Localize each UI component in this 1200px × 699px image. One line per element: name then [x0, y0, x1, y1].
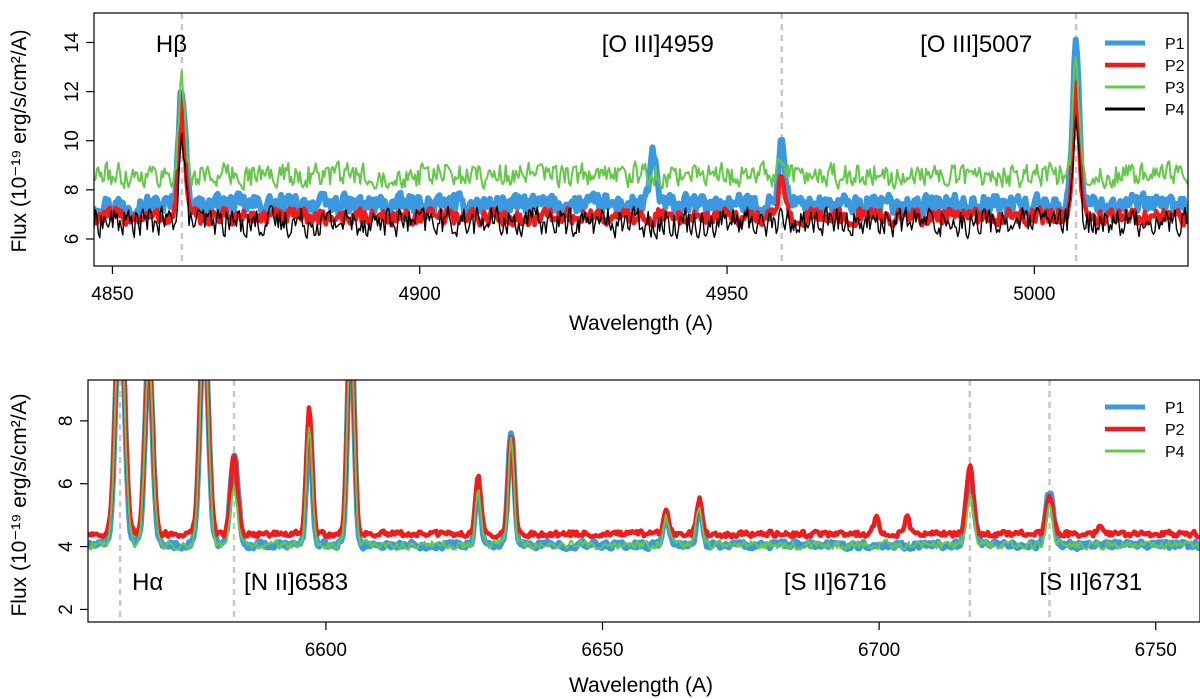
legend-label-p4: P4 — [1165, 444, 1185, 461]
legend-label-p1: P1 — [1165, 36, 1185, 53]
panel-hbeta-oiii: 4850 4900 4950 5000 6 8 10 12 14 Hβ [O III]4959 [… — [8, 12, 1189, 335]
legend-label-p1: P1 — [1165, 400, 1185, 417]
x-ticks-bottom: 6600 6650 6700 6750 — [305, 622, 1177, 661]
y-tick-label: 6 — [62, 234, 83, 245]
x-tick-label: 4900 — [399, 284, 441, 305]
y-tick-label: 14 — [62, 31, 83, 53]
y-tick-label: 2 — [56, 604, 77, 615]
x-tick-label: 6700 — [858, 640, 900, 661]
y-ticks-top: 6 8 10 12 14 — [62, 31, 94, 244]
series-p4 — [88, 380, 1200, 551]
y-tick-label: 10 — [62, 130, 83, 151]
series-p3 — [94, 56, 1188, 191]
series-p4 — [94, 115, 1188, 240]
line-label-1: [N II]6583 — [244, 569, 348, 596]
y-ticks-bottom: 2 4 6 8 — [56, 416, 88, 615]
plot-area-bottom — [88, 380, 1200, 553]
line-label-2: [S II]6716 — [784, 569, 887, 596]
x-tick-label: 4850 — [91, 284, 133, 305]
line-label-1: [O III]4959 — [602, 31, 714, 58]
panel-halpha-nii-sii: 6600 6650 6700 6750 2 4 6 8 Hα [N II]6583 [S II]… — [8, 379, 1200, 697]
series-p1 — [94, 36, 1188, 220]
line-label-2: [O III]5007 — [920, 31, 1032, 58]
y-axis-title-top: Flux (10⁻¹⁹ erg/s/cm²/A) — [8, 29, 31, 252]
annotations-top: Hβ [O III]4959 [O III]5007 — [156, 31, 1032, 58]
series-p2 — [88, 380, 1200, 540]
x-axis-title-bottom: Wavelength (A) — [569, 674, 713, 697]
series-p1 — [88, 380, 1200, 553]
x-ticks-top: 4850 4900 4950 5000 — [91, 266, 1055, 305]
y-tick-label: 4 — [56, 541, 77, 552]
x-tick-label: 5000 — [1013, 284, 1055, 305]
y-axis-title-bottom: Flux (10⁻¹⁹ erg/s/cm²/A) — [8, 393, 31, 616]
annotations-bottom: Hα [N II]6583 [S II]6716 [S II]6731 — [132, 569, 1142, 596]
y-tick-label: 12 — [62, 81, 83, 102]
y-tick-label: 6 — [56, 478, 77, 489]
x-tick-label: 6600 — [305, 640, 347, 661]
legend-label-p2: P2 — [1165, 422, 1185, 439]
legend-top: P1 P2 P3 P4 — [1105, 36, 1185, 119]
frame-top — [93, 12, 1189, 267]
x-axis-title-top: Wavelength (A) — [569, 312, 713, 335]
line-label-0: Hα — [132, 569, 163, 596]
frame-bottom — [87, 379, 1200, 623]
x-tick-label: 4950 — [706, 284, 748, 305]
y-tick-label: 8 — [62, 185, 83, 196]
legend-label-p4: P4 — [1165, 102, 1185, 119]
legend-bottom: P1 P2 P4 — [1105, 400, 1185, 461]
y-tick-label: 8 — [56, 416, 77, 427]
plot-area-top — [94, 36, 1188, 240]
line-label-3: [S II]6731 — [1040, 569, 1143, 596]
legend-label-p2: P2 — [1165, 58, 1185, 75]
x-tick-label: 6650 — [581, 640, 623, 661]
x-tick-label: 6750 — [1135, 640, 1177, 661]
legend-label-p3: P3 — [1165, 80, 1185, 97]
line-label-0: Hβ — [156, 31, 187, 58]
